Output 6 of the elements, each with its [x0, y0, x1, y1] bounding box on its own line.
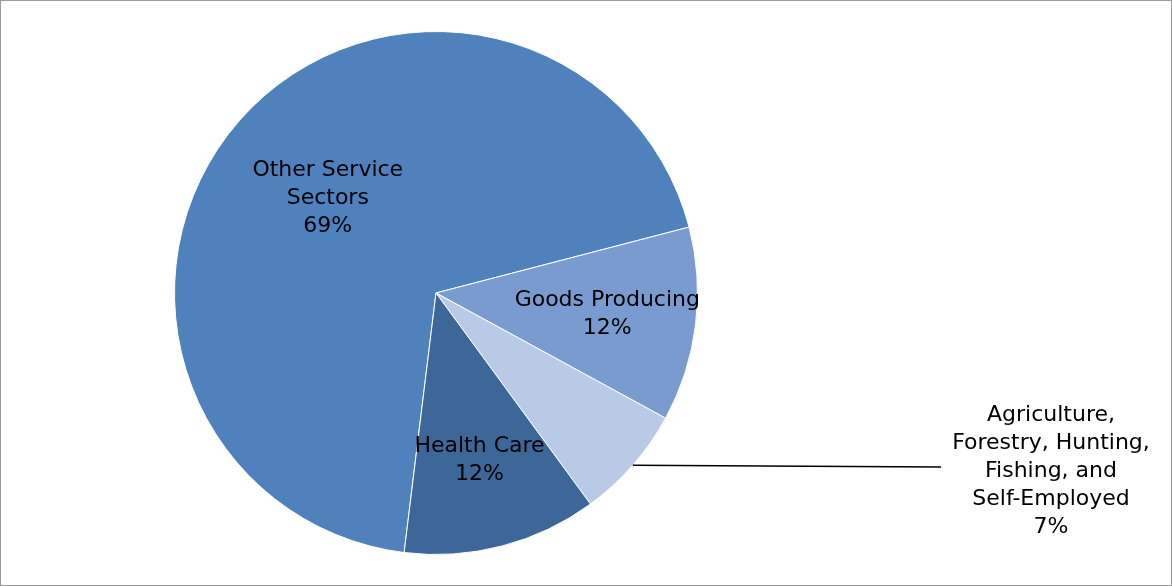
data-label: 12% — [582, 313, 632, 339]
data-label: 12% — [455, 459, 504, 485]
data-label: 7% — [1033, 512, 1069, 538]
slice-label: Agriculture, Forestry, Hunting, Fishing, and Self-Employed — [952, 400, 1150, 510]
data-label: 69% — [303, 211, 353, 237]
slice-label: Other Service Sectors — [252, 155, 404, 209]
